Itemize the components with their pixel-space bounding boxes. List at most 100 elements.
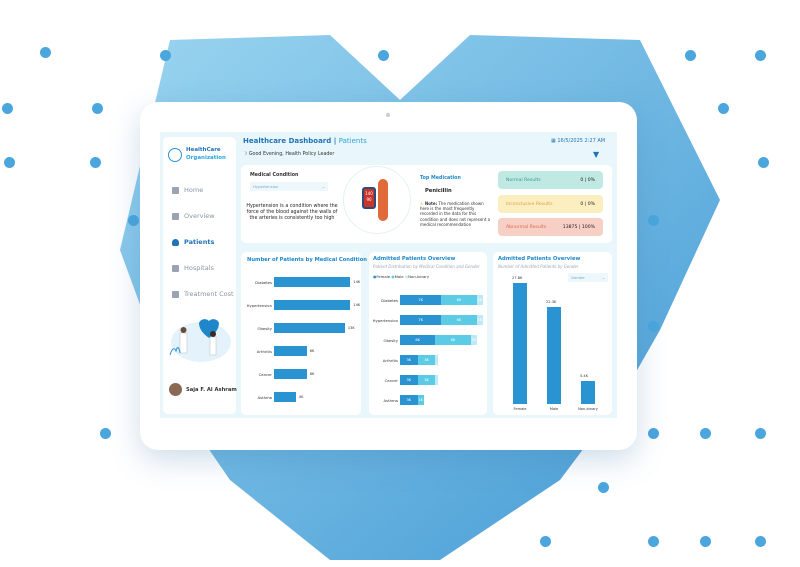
y-tick-label: Arthritis	[256, 349, 272, 354]
sidebar-item-home[interactable]: Home	[172, 186, 203, 194]
bar-segment: 1K	[417, 395, 424, 405]
decorative-dot	[755, 536, 766, 547]
bar-segment: 7K	[400, 315, 442, 325]
chart2-title: Admitted Patients Overview	[373, 256, 456, 262]
condition-label: Medical Condition	[250, 173, 299, 178]
decorative-dot	[378, 50, 389, 61]
inconclusive-results-card: Inconclusive Results 0 | 0%	[498, 195, 603, 213]
y-tick-label: Arthritis	[382, 358, 398, 363]
decorative-dot	[685, 50, 696, 61]
decorative-dot	[100, 428, 111, 439]
normal-results-card: Normal Results 0 | 0%	[498, 171, 603, 189]
chart3-subtitle: Number of Admitted Patients by Gender	[498, 264, 579, 269]
gender-dropdown[interactable]: Gender ⌄	[568, 273, 608, 282]
doctors-illustration	[169, 319, 231, 362]
overview-icon	[172, 212, 179, 220]
user-icon	[172, 238, 179, 246]
y-tick-label: Hypertension	[246, 303, 272, 308]
nav-label: Overview	[184, 212, 215, 220]
decorative-dot	[90, 157, 101, 168]
bar-segment: 6K	[441, 295, 477, 305]
decorative-dot	[700, 428, 711, 439]
bar-segment: 3K	[400, 375, 418, 385]
data-label: 14K	[353, 303, 361, 307]
bar-segment: 6K	[435, 335, 471, 345]
decorative-dot	[40, 47, 51, 58]
decorative-dot	[128, 215, 139, 226]
bar	[547, 306, 561, 404]
data-label: 27.8K	[512, 276, 523, 281]
decorative-dot	[755, 50, 766, 61]
chevron-down-icon: ⌄	[321, 184, 325, 189]
y-tick-label: Obesity	[257, 326, 272, 331]
bar	[513, 283, 527, 404]
avatar[interactable]	[169, 383, 182, 396]
warning-icon: ⚠	[420, 201, 424, 206]
sidebar-item-hospitals[interactable]: Hospitals	[172, 264, 214, 272]
logo-icon	[168, 148, 182, 162]
abnormal-results-card: Abnormal Results 13875 | 100%	[498, 218, 603, 236]
nav-label: Patients	[184, 238, 215, 246]
bar	[274, 323, 345, 333]
data-label: 14K	[353, 280, 361, 284]
camera	[386, 113, 390, 117]
y-tick-label: Hypertension	[372, 318, 398, 323]
chart2-subtitle: Patient Distribution by Medical Conditio…	[373, 264, 480, 269]
data-label: 6K	[309, 372, 315, 376]
decorative-dot	[648, 428, 659, 439]
y-tick-label: Diabetes	[255, 280, 272, 285]
condition-illustration: 140 90	[343, 166, 411, 234]
decorative-dot	[718, 103, 729, 114]
x-tick-label: Non-binary	[578, 407, 598, 411]
chart3-title: Admitted Patients Overview	[498, 256, 581, 262]
logo-text: HealthCare	[186, 147, 221, 153]
nav-label: Home	[184, 186, 204, 194]
data-label: 13K	[347, 326, 355, 330]
decorative-dot	[648, 321, 659, 332]
medication-note: ⚠ Note: The medication shown here is the…	[420, 201, 491, 227]
bar	[581, 380, 595, 404]
decorative-dot	[648, 215, 659, 226]
bar-segment: 3K	[400, 395, 418, 405]
sidebar-item-patients[interactable]: Patients	[172, 238, 214, 246]
receipt-icon	[172, 290, 179, 298]
bar	[274, 277, 351, 287]
bar-segment: 7K	[400, 295, 442, 305]
decorative-dot	[598, 482, 609, 493]
decorative-dot	[2, 103, 13, 114]
user-name: Saja F. Al Ashram	[186, 387, 237, 393]
condition-description: Hypertension is a condition where the fo…	[246, 204, 338, 221]
filter-icon[interactable]: ▼	[593, 150, 600, 159]
y-tick-label: Cancer	[258, 372, 272, 377]
decorative-dot	[540, 536, 551, 547]
nav-label: Treatment Cost	[184, 290, 234, 298]
datetime: ▦ 16/5/2025 2:27 AM	[551, 138, 606, 144]
decorative-dot	[755, 428, 766, 439]
medication-label: Top Medication	[420, 176, 461, 181]
bar-segment: 6K	[441, 315, 477, 325]
medication-name: Penicillin	[425, 188, 452, 194]
bar-segment: 6K	[400, 335, 436, 345]
bar	[274, 369, 307, 379]
decorative-dot	[700, 536, 711, 547]
y-tick-label: Cancer	[384, 378, 398, 383]
greeting: ☽ Good Evening, Health Policy Leader	[243, 152, 335, 157]
sidebar-item-overview[interactable]: Overview	[172, 212, 215, 220]
sidebar-item-treatment-cost[interactable]: Treatment Cost	[172, 290, 234, 298]
bar-segment: 1K	[470, 335, 477, 345]
data-label: 4K	[298, 395, 304, 399]
decorative-dot	[160, 50, 171, 61]
chart1-title: Number of Patients by Medical Condition	[247, 257, 367, 263]
bar-segment: 1K	[476, 295, 483, 305]
chevron-down-icon: ⌄	[601, 275, 605, 280]
bar	[274, 300, 351, 310]
data-label: 5.4K	[580, 373, 589, 378]
bar-segment	[435, 355, 438, 365]
condition-dropdown[interactable]: Hypertension ⌄	[250, 182, 328, 191]
bar-segment: 3K	[417, 375, 436, 385]
chart2-legend: ●Female ●Male ●Non-binary	[373, 274, 430, 279]
y-tick-label: Obesity	[383, 338, 398, 343]
y-tick-label: Asthma	[383, 398, 399, 403]
bar-segment: 3K	[400, 355, 418, 365]
data-label: 6K	[309, 349, 315, 353]
